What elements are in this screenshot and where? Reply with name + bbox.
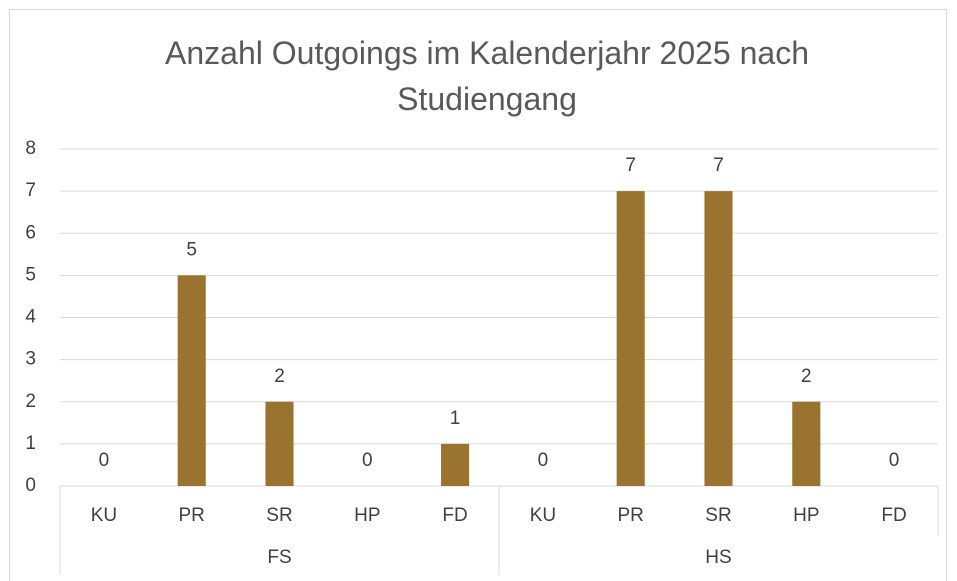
group-label: FS bbox=[267, 547, 291, 568]
x-tick-label: HP bbox=[354, 505, 380, 526]
y-tick-label: 7 bbox=[25, 180, 36, 201]
bar bbox=[177, 275, 206, 486]
x-tick-label: FD bbox=[442, 505, 467, 526]
x-tick-label: FD bbox=[881, 505, 906, 526]
x-tick-label: HP bbox=[793, 505, 819, 526]
bar bbox=[704, 191, 733, 486]
y-tick-label: 4 bbox=[25, 307, 36, 328]
x-tick-label: SR bbox=[705, 505, 731, 526]
x-tick-label: PR bbox=[617, 505, 643, 526]
value-label: 1 bbox=[450, 408, 461, 429]
y-tick-label: 6 bbox=[25, 222, 36, 243]
value-label: 0 bbox=[99, 450, 110, 471]
y-tick-label: 5 bbox=[25, 264, 36, 285]
chart-border bbox=[9, 9, 947, 581]
x-tick-label: KU bbox=[530, 505, 556, 526]
value-label: 2 bbox=[274, 366, 285, 387]
bar bbox=[441, 443, 470, 486]
y-tick-label: 1 bbox=[25, 433, 36, 454]
x-tick-label: KU bbox=[91, 505, 117, 526]
value-label: 2 bbox=[801, 366, 812, 387]
value-label: 0 bbox=[362, 450, 373, 471]
value-label: 0 bbox=[889, 450, 900, 471]
bar bbox=[265, 401, 294, 486]
y-tick-label: 3 bbox=[25, 349, 36, 370]
chart-title: Anzahl Outgoings im Kalenderjahr 2025 na… bbox=[165, 35, 809, 117]
value-label: 5 bbox=[186, 239, 197, 260]
value-label: 0 bbox=[538, 450, 549, 471]
bar bbox=[616, 191, 645, 486]
y-tick-label: 8 bbox=[25, 138, 36, 159]
value-label: 7 bbox=[713, 155, 724, 176]
value-label: 7 bbox=[625, 155, 636, 176]
bar bbox=[792, 401, 821, 486]
x-tick-label: PR bbox=[178, 505, 204, 526]
group-label: HS bbox=[705, 547, 731, 568]
y-tick-label: 2 bbox=[25, 391, 36, 412]
y-tick-label: 0 bbox=[25, 475, 36, 496]
x-tick-label: SR bbox=[266, 505, 292, 526]
